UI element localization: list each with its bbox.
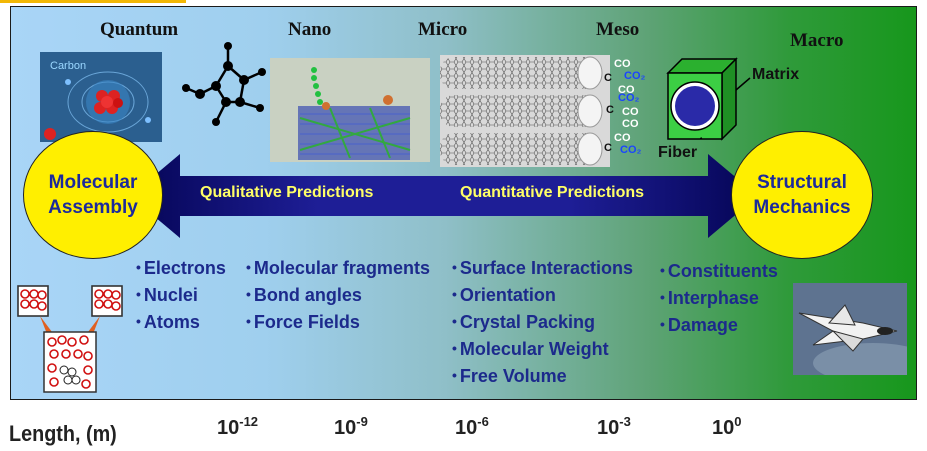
tick-label: 10-12	[217, 414, 259, 439]
c-label-1: C	[604, 72, 612, 84]
co-groups-diagram: CO CO₂ C CO CO₂ C CO CO CO C CO₂	[604, 58, 646, 156]
scale-label-meso: Meso	[596, 19, 640, 40]
list-item: Orientation	[452, 282, 633, 309]
beakers-image	[17, 285, 123, 393]
carbon-atom-image: Carbon	[40, 52, 162, 142]
list-item: Electrons	[136, 255, 226, 282]
molecular-assembly-circle: Molecular Assembly	[23, 131, 163, 259]
structural-mechanics-circle: Structural Mechanics	[731, 131, 873, 259]
molecular-assembly-label: Molecular Assembly	[48, 172, 138, 218]
scale-label-micro: Micro	[418, 19, 468, 40]
tick-label: 100	[712, 414, 742, 439]
quantitative-predictions-label: Quantitative Predictions	[460, 184, 645, 201]
carbon-nanotube-bundle-image	[440, 55, 610, 167]
tick-label: 10-3	[597, 414, 631, 439]
co-label-4: CO	[622, 118, 639, 130]
micro-bullets: Surface Interactions Orientation Crystal…	[452, 255, 633, 390]
qualitative-predictions-label: Qualitative Predictions	[200, 184, 374, 201]
macro-bullets: Constituents Interphase Damage	[660, 258, 778, 339]
list-item: Constituents	[660, 258, 778, 285]
c-label-2: C	[606, 104, 614, 116]
list-item: Surface Interactions	[452, 255, 633, 282]
co2-label-1: CO₂	[624, 70, 646, 82]
length-axis-label: Length, (m)	[9, 421, 117, 446]
list-item: Free Volume	[452, 363, 633, 390]
carbon-label: Carbon	[50, 60, 87, 72]
co-label-5: CO	[614, 132, 631, 144]
list-item: Crystal Packing	[452, 309, 633, 336]
nano-bullets: Molecular fragments Bond angles Force Fi…	[246, 255, 430, 336]
matrix-label: Matrix	[752, 66, 800, 83]
composite-cube-image	[666, 57, 738, 141]
list-item: Interphase	[660, 285, 778, 312]
list-item: Damage	[660, 312, 778, 339]
co-label-2: CO	[618, 84, 635, 96]
tick-label: 10-9	[334, 414, 368, 439]
fiber-label: Fiber	[658, 144, 698, 161]
scale-label-nano: Nano	[288, 19, 332, 40]
space-shuttle-image	[793, 283, 907, 375]
list-item: Bond angles	[246, 282, 430, 309]
label-leader-lines	[700, 77, 751, 140]
structural-mechanics-label: Structural Mechanics	[753, 172, 851, 218]
list-item: Atoms	[136, 309, 226, 336]
co-label-1: CO	[614, 58, 631, 70]
scale-label-quantum: Quantum	[100, 19, 179, 40]
list-item: Molecular Weight	[452, 336, 633, 363]
top-accent-line	[0, 0, 186, 3]
co2-label-3: CO₂	[620, 144, 642, 156]
molecule-structure-image	[182, 42, 266, 126]
co2-label-2: CO₂	[618, 92, 640, 104]
list-item: Nuclei	[136, 282, 226, 309]
prediction-arrow	[130, 154, 758, 238]
nanotube-surface-image	[270, 58, 430, 162]
scale-label-macro: Macro	[790, 30, 844, 51]
quantum-bullets: Electrons Nuclei Atoms	[136, 255, 226, 336]
c-label-3: C	[604, 142, 612, 154]
list-item: Molecular fragments	[246, 255, 430, 282]
tick-label: 10-6	[455, 414, 489, 439]
co-label-3: CO	[622, 106, 639, 118]
list-item: Force Fields	[246, 309, 430, 336]
